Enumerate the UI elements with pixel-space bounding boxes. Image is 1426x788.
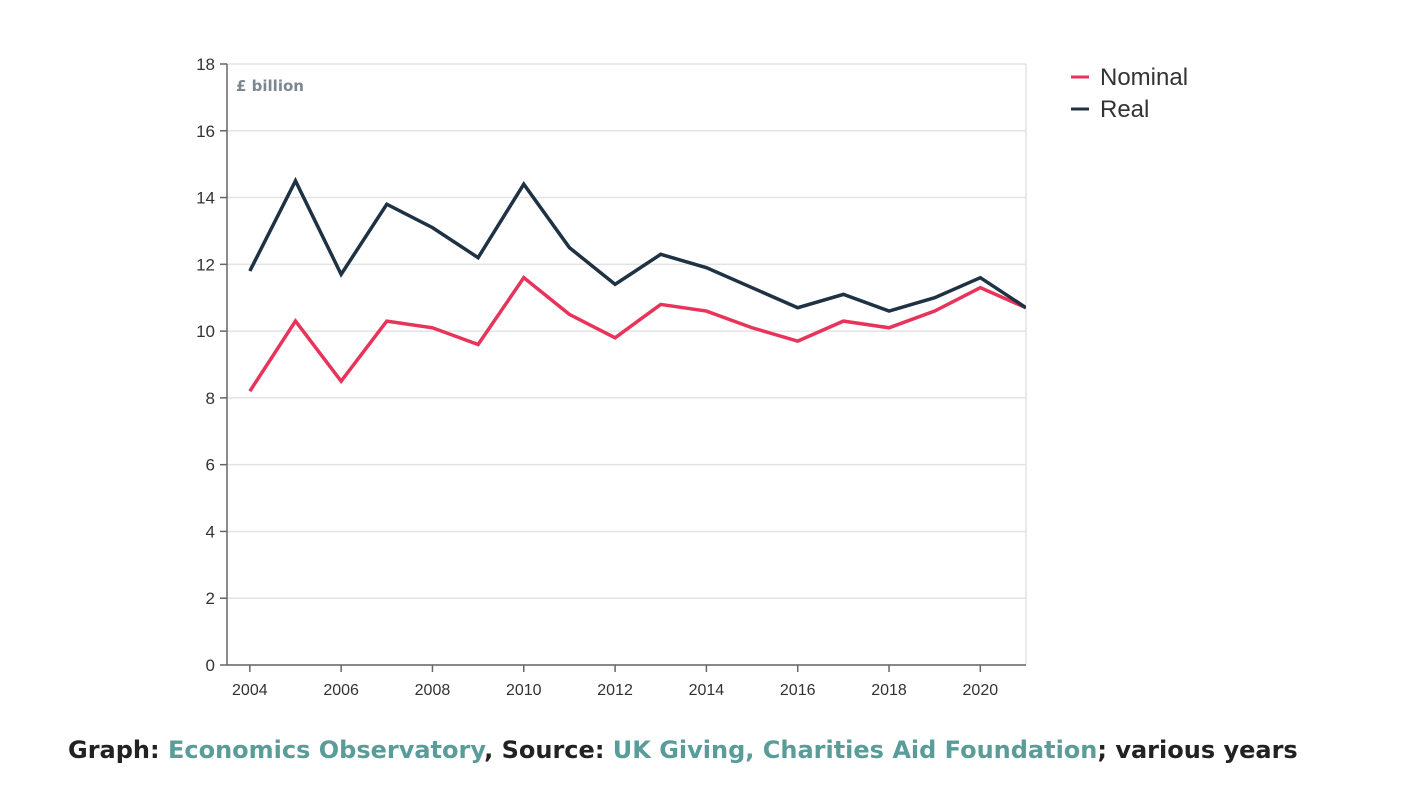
y-tick-label-2: 2 [206,589,215,608]
series-lines [248,176,1026,393]
x-tick-label-2012: 2012 [597,682,633,699]
y-tick-label-6: 6 [206,456,215,475]
axes [226,64,1027,666]
legend-label-nominal: Nominal [1100,64,1188,91]
unit-label: £ billion [236,77,304,95]
x-tick-label-2020: 2020 [963,682,999,699]
x-tick-label-2010: 2010 [506,682,542,699]
y-tick-label-18: 18 [196,55,215,74]
source-link[interactable]: UK Giving, Charities Aid Foundation [612,736,1098,764]
x-tick-label-2014: 2014 [689,682,725,699]
y-tick-label-4: 4 [206,522,215,541]
y-tick-label-12: 12 [196,255,215,274]
y-tick-label-16: 16 [196,122,215,141]
y-tick-label-8: 8 [206,389,215,408]
y-tick-label-0: 0 [206,656,215,675]
x-tick-label-2016: 2016 [780,682,816,699]
caption: Graph: Economics Observatory, Source: UK… [68,736,1298,764]
caption-graph-prefix: Graph: [68,736,168,764]
line-chart: 0 2 4 6 8 10 12 14 16 18 2004 2006 2008 2010 2012 2014… [196,55,1188,699]
grid-lines [227,63,1026,666]
y-axis-ticks: 0 2 4 6 8 10 12 14 16 18 [196,55,227,675]
y-tick-label-10: 10 [196,322,215,341]
legend: Nominal Real [1071,64,1188,123]
y-tick-label-14: 14 [196,189,215,208]
x-tick-label-2006: 2006 [323,682,359,699]
series-line-real [248,176,1026,313]
caption-suffix: ; various years [1097,736,1298,764]
x-tick-label-2004: 2004 [232,682,268,699]
legend-label-real: Real [1100,96,1149,123]
economics-observatory-link[interactable]: Economics Observatory [167,736,485,764]
series-line-nominal [248,275,1026,393]
caption-source-prefix: , Source: [484,736,613,764]
x-axis-ticks: 2004 2006 2008 2010 2012 2014 2016 2018 2020 [232,665,998,699]
x-tick-label-2008: 2008 [415,682,451,699]
x-tick-label-2018: 2018 [871,682,907,699]
